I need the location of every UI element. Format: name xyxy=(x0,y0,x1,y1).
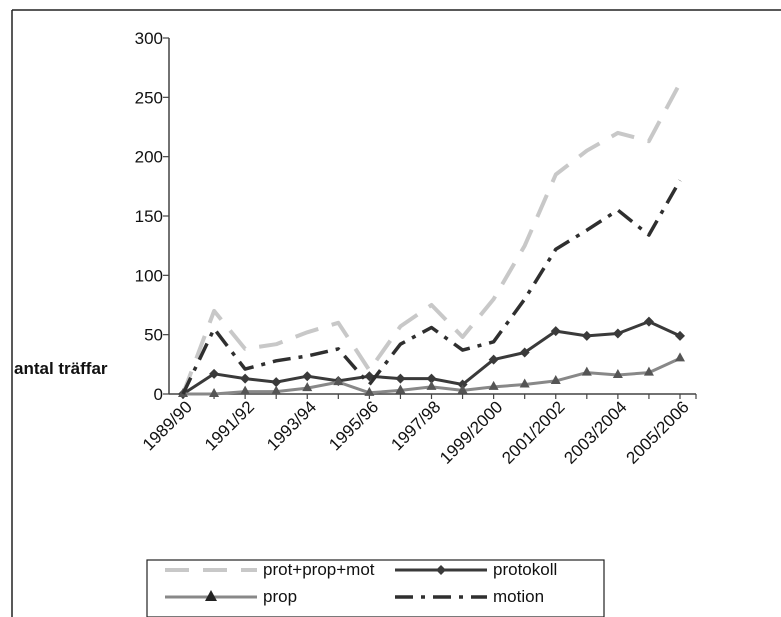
data-point-marker xyxy=(550,374,561,384)
data-point-marker xyxy=(488,354,499,365)
legend-marker xyxy=(205,590,217,601)
x-axis: 1989/90 1991/92 1993/94 1995/96 1997/981999/… xyxy=(139,393,697,468)
legend-item: motion xyxy=(395,587,544,606)
legend: prot+prop+mot protokoll prop motion xyxy=(146,559,605,617)
legend-item: prot+prop+mot xyxy=(165,560,375,579)
y-tick-label: 50 xyxy=(144,326,163,345)
data-point-marker xyxy=(519,378,530,388)
x-tick-label: 1997/98 xyxy=(387,397,444,454)
data-point-marker xyxy=(271,385,282,395)
legend-item: protokoll xyxy=(395,560,557,579)
data-point-marker xyxy=(240,373,251,384)
legend-marker xyxy=(436,565,446,575)
series-prot-prop-mot xyxy=(181,82,682,395)
y-tick-label: 0 xyxy=(154,385,163,404)
data-point-marker xyxy=(333,376,344,386)
data-point-marker xyxy=(240,385,251,395)
y-axis-label: antal träffar xyxy=(14,359,108,378)
x-tick-label: 2003/2004 xyxy=(560,397,630,467)
data-point-marker xyxy=(395,384,406,394)
data-point-marker xyxy=(488,380,499,390)
x-tick-label: 1989/90 xyxy=(139,397,196,454)
data-point-marker xyxy=(675,330,685,341)
x-tick-label: 2001/2002 xyxy=(498,397,568,467)
data-point-marker xyxy=(581,330,592,341)
legend-label: motion xyxy=(493,587,544,606)
data-point-marker xyxy=(395,373,406,384)
data-point-marker xyxy=(612,369,623,379)
data-point-marker xyxy=(271,377,282,388)
data-point-marker xyxy=(643,316,654,327)
data-point-marker xyxy=(426,380,437,390)
x-tick-label: 1995/96 xyxy=(325,397,382,454)
x-tick-label: 1993/94 xyxy=(263,397,320,454)
legend-label: prot+prop+mot xyxy=(263,560,375,579)
data-point-marker xyxy=(612,328,623,339)
legend-item: prop xyxy=(165,587,297,606)
y-tick-label: 250 xyxy=(135,88,163,107)
series-line xyxy=(181,82,682,395)
data-point-marker xyxy=(209,368,220,379)
data-point-marker xyxy=(457,384,468,394)
data-point-marker xyxy=(550,326,561,337)
y-tick-label: 100 xyxy=(135,266,163,285)
data-point-marker xyxy=(643,366,654,376)
y-tick-label: 200 xyxy=(135,148,163,167)
y-tick-label: 300 xyxy=(135,29,163,48)
legend-label: prop xyxy=(263,587,297,606)
series-motion xyxy=(181,179,682,395)
series-protokoll xyxy=(178,316,685,399)
series-line xyxy=(181,179,682,395)
x-tick-label: 1991/92 xyxy=(201,397,258,454)
x-tick-label: 2005/2006 xyxy=(623,397,693,467)
legend-label: protokoll xyxy=(493,560,557,579)
series-lines xyxy=(178,82,685,399)
y-axis: 300 250 200 150 100 50 0 xyxy=(135,29,170,404)
data-point-marker xyxy=(302,382,313,392)
data-point-marker xyxy=(519,347,530,358)
data-point-marker xyxy=(426,373,437,384)
x-tick-label: 1999/2000 xyxy=(436,397,506,467)
data-point-marker xyxy=(209,388,220,397)
y-tick-label: 150 xyxy=(135,207,163,226)
data-point-marker xyxy=(364,386,375,396)
data-point-marker xyxy=(302,371,313,382)
data-point-marker xyxy=(581,366,592,376)
series-prop xyxy=(178,352,685,397)
data-point-marker xyxy=(675,352,685,362)
